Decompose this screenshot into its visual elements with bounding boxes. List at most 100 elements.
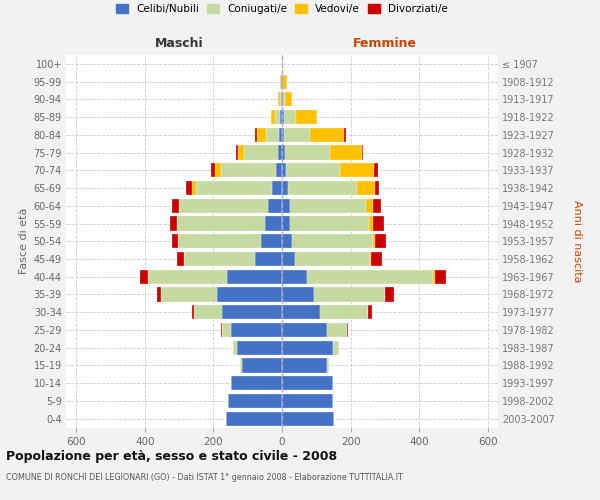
Bar xyxy=(148,270,227,284)
Bar xyxy=(284,110,296,124)
Bar xyxy=(371,252,382,266)
Bar xyxy=(288,181,358,195)
Bar xyxy=(196,181,272,195)
Bar xyxy=(314,288,385,302)
Bar xyxy=(275,110,280,124)
Bar xyxy=(375,234,386,248)
Bar xyxy=(330,146,362,160)
Bar xyxy=(369,216,373,230)
Bar xyxy=(231,376,282,390)
Bar xyxy=(272,181,282,195)
Bar xyxy=(186,181,192,195)
Bar xyxy=(282,340,333,355)
Bar xyxy=(282,305,320,320)
Bar xyxy=(286,163,340,178)
Bar xyxy=(290,216,369,230)
Bar xyxy=(282,270,307,284)
Bar xyxy=(271,110,275,124)
Bar xyxy=(178,216,265,230)
Bar xyxy=(276,163,282,178)
Text: Femmine: Femmine xyxy=(353,36,417,50)
Bar xyxy=(333,340,339,355)
Bar xyxy=(172,234,178,248)
Bar xyxy=(283,92,285,106)
Bar xyxy=(296,110,317,124)
Bar xyxy=(157,288,161,302)
Bar xyxy=(365,198,373,213)
Bar xyxy=(262,234,282,248)
Bar xyxy=(282,323,327,337)
Bar xyxy=(282,181,288,195)
Bar xyxy=(192,305,194,320)
Bar xyxy=(215,163,221,178)
Bar xyxy=(347,323,348,337)
Bar xyxy=(282,252,295,266)
Bar xyxy=(228,394,282,408)
Bar xyxy=(282,288,314,302)
Text: COMUNE DI RONCHI DEI LEGIONARI (GO) - Dati ISTAT 1° gennaio 2008 - Elaborazione : COMUNE DI RONCHI DEI LEGIONARI (GO) - Da… xyxy=(6,472,403,482)
Bar xyxy=(282,234,292,248)
Bar xyxy=(233,340,237,355)
Bar xyxy=(373,198,381,213)
Bar xyxy=(177,252,184,266)
Bar xyxy=(295,252,370,266)
Bar xyxy=(285,92,292,106)
Bar xyxy=(194,305,222,320)
Bar xyxy=(281,92,282,106)
Text: Maschi: Maschi xyxy=(155,36,203,50)
Bar xyxy=(226,412,282,426)
Y-axis label: Anni di nascita: Anni di nascita xyxy=(572,200,582,282)
Bar xyxy=(385,288,394,302)
Bar xyxy=(282,412,334,426)
Bar xyxy=(373,234,375,248)
Bar xyxy=(282,358,327,372)
Bar xyxy=(172,198,179,213)
Bar xyxy=(231,323,282,337)
Bar xyxy=(370,252,371,266)
Bar xyxy=(433,270,434,284)
Bar xyxy=(340,163,374,178)
Bar xyxy=(362,146,363,160)
Bar xyxy=(282,146,285,160)
Bar xyxy=(179,198,268,213)
Bar xyxy=(434,270,446,284)
Bar xyxy=(280,92,281,106)
Bar xyxy=(140,270,148,284)
Bar xyxy=(282,198,290,213)
Bar xyxy=(358,181,375,195)
Bar xyxy=(282,394,333,408)
Bar xyxy=(279,128,282,142)
Bar xyxy=(240,358,242,372)
Bar xyxy=(282,128,284,142)
Bar xyxy=(192,181,196,195)
Bar xyxy=(254,252,282,266)
Bar xyxy=(374,163,378,178)
Bar xyxy=(282,110,284,124)
Bar xyxy=(320,305,368,320)
Bar xyxy=(373,216,384,230)
Bar xyxy=(282,216,290,230)
Bar xyxy=(282,74,283,88)
Bar xyxy=(242,358,282,372)
Bar xyxy=(266,128,279,142)
Bar xyxy=(221,323,231,337)
Bar xyxy=(184,252,254,266)
Bar xyxy=(282,376,333,390)
Bar xyxy=(327,358,329,372)
Bar xyxy=(238,146,244,160)
Y-axis label: Fasce di età: Fasce di età xyxy=(19,208,29,274)
Bar xyxy=(278,146,282,160)
Bar xyxy=(236,146,238,160)
Bar xyxy=(278,92,280,106)
Bar xyxy=(292,234,373,248)
Bar xyxy=(280,110,282,124)
Bar xyxy=(283,74,287,88)
Bar xyxy=(375,181,379,195)
Bar xyxy=(290,198,365,213)
Bar xyxy=(282,163,286,178)
Legend: Celibi/Nubili, Coniugati/e, Vedovi/e, Divorziati/e: Celibi/Nubili, Coniugati/e, Vedovi/e, Di… xyxy=(112,0,452,18)
Bar xyxy=(237,340,282,355)
Bar xyxy=(227,270,282,284)
Bar xyxy=(161,288,217,302)
Bar xyxy=(178,234,262,248)
